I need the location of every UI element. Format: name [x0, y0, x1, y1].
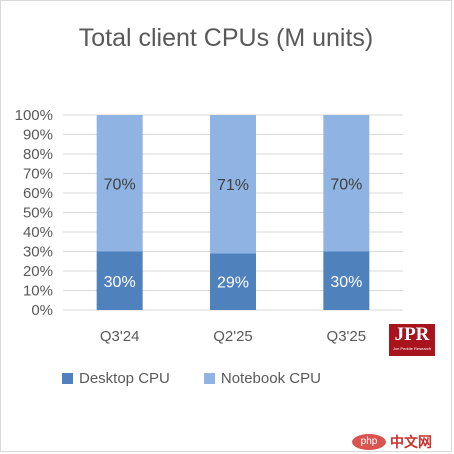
y-tick-label: 0% [31, 302, 53, 319]
legend-label-desktop: Desktop CPU [79, 370, 170, 387]
x-category-label: Q3'25 [327, 328, 367, 345]
y-tick-label: 10% [23, 283, 53, 300]
y-tick-label: 100% [15, 107, 53, 124]
data-label: 70% [330, 176, 362, 193]
x-axis-categories: Q3'24 Q2'25 Q3'25 [100, 328, 366, 345]
y-tick-label: 20% [23, 263, 53, 280]
y-tick-label: 30% [23, 244, 53, 261]
x-category-label: Q2'25 [213, 328, 253, 345]
y-tick-label: 80% [23, 146, 53, 163]
jpr-logo: JPR Jon Peddie Research [389, 324, 435, 356]
y-tick-label: 70% [23, 166, 53, 183]
bar-segment [323, 251, 370, 310]
bar-segment [96, 251, 143, 310]
logo-subtext: Jon Peddie Research [392, 346, 432, 351]
bar-segment [210, 115, 256, 254]
data-label: 30% [330, 274, 362, 291]
y-tick-label: 60% [23, 185, 53, 202]
bars: 30% 70% 29% 71% 30% 70% [96, 115, 370, 310]
y-axis-ticks: 0% 10% 20% 30% 40% 50% 60% 70% 80% 90% 100% [15, 107, 53, 319]
watermark-badge: php [352, 434, 386, 450]
y-tick-label: 90% [23, 127, 53, 144]
data-label: 29% [217, 275, 249, 292]
legend-item-desktop: Desktop CPU [62, 370, 170, 387]
logo-text: JPR [394, 324, 430, 345]
legend-label-notebook: Notebook CPU [220, 370, 321, 387]
site-watermark: php 中文网 [352, 432, 432, 452]
y-tick-label: 50% [23, 205, 53, 222]
bar-segment [323, 115, 370, 252]
bar-segment [210, 253, 256, 310]
x-category-label: Q3'24 [100, 328, 140, 345]
chart-title: Total client CPUs (M units) [79, 24, 374, 52]
data-label: 70% [104, 176, 136, 193]
legend: Desktop CPU Notebook CPU [62, 370, 321, 387]
legend-swatch-desktop [62, 373, 73, 384]
bar-segment [96, 115, 143, 252]
data-label: 30% [104, 274, 136, 291]
legend-item-notebook: Notebook CPU [203, 370, 321, 387]
watermark-text: 中文网 [390, 434, 432, 450]
y-tick-label: 40% [23, 224, 53, 241]
legend-swatch-notebook [203, 373, 215, 384]
data-label: 71% [217, 177, 249, 194]
